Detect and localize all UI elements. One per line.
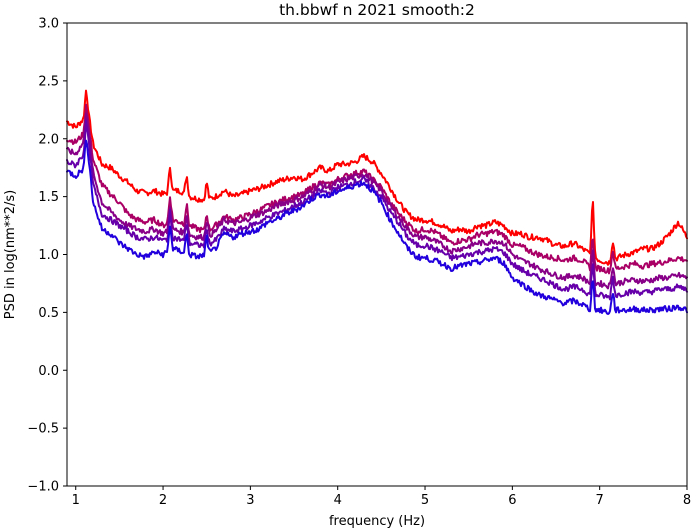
- y-tick-label: 1.5: [38, 190, 59, 205]
- y-tick-label: −1.0: [27, 480, 59, 495]
- series-layer: [66, 89, 688, 315]
- x-axis-ticks: 1 2 3 4 5 6 7 8: [72, 486, 691, 508]
- y-tick-label: 0.0: [38, 364, 59, 379]
- series-line-2: [66, 103, 688, 275]
- series-line-1: [66, 89, 688, 266]
- x-axis-label: frequency (Hz): [329, 514, 425, 529]
- y-axis-label: PSD in log(nm**2/s): [3, 190, 18, 320]
- series-line-5: [66, 139, 688, 315]
- series-line-3: [66, 112, 688, 290]
- y-tick-label: 2.0: [38, 132, 59, 147]
- y-tick-label: 2.5: [38, 74, 59, 89]
- y-tick-label: 3.0: [38, 17, 59, 32]
- x-tick-label: 7: [596, 493, 604, 508]
- y-tick-label: 1.0: [38, 248, 59, 263]
- y-tick-label: 0.5: [38, 306, 59, 321]
- x-tick-label: 4: [334, 493, 342, 508]
- chart-title: th.bbwf n 2021 smooth:2: [279, 1, 475, 19]
- x-tick-label: 2: [159, 493, 167, 508]
- x-tick-label: 3: [246, 493, 254, 508]
- series-line-4: [66, 119, 688, 301]
- y-axis-ticks: −1.0 −0.5 0.0 0.5 1.0 1.5 2.0 2.5 3.0: [27, 17, 67, 495]
- x-tick-label: 6: [508, 493, 516, 508]
- x-tick-label: 1: [72, 493, 80, 508]
- y-tick-label: −0.5: [27, 422, 59, 437]
- x-tick-label: 8: [683, 493, 691, 508]
- x-tick-label: 5: [421, 493, 429, 508]
